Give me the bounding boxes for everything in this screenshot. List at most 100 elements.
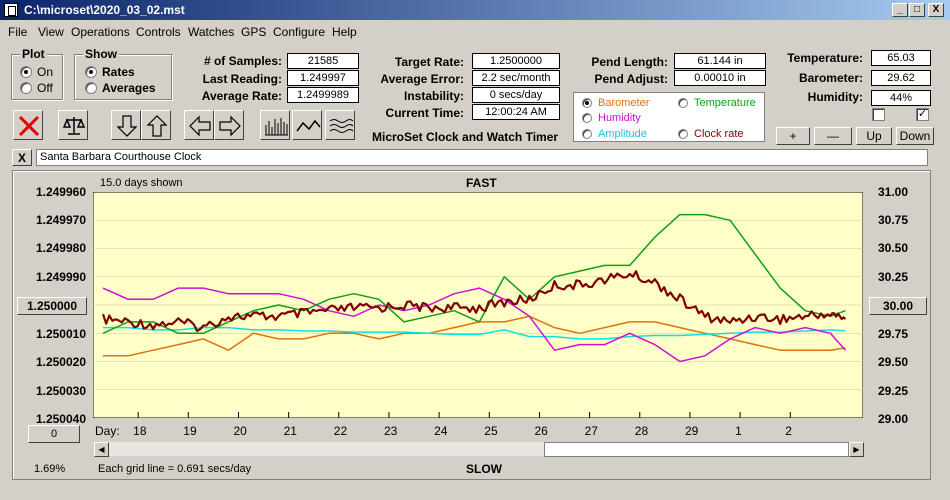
- right-tick: 29.00: [877, 412, 908, 426]
- series-humidity-radio[interactable]: Humidity: [582, 112, 641, 124]
- menu-gps[interactable]: GPS: [241, 25, 267, 39]
- x-tick-label: 19: [183, 424, 197, 438]
- left-tick: 1.250010: [35, 327, 86, 341]
- horizontal-scrollbar[interactable]: ◀ ▶: [93, 441, 865, 457]
- x-tick-label: 24: [434, 424, 448, 438]
- menu-operations[interactable]: Operations: [71, 25, 130, 39]
- menu-watches[interactable]: Watches: [188, 25, 235, 39]
- window-title: C:\microset\2020_03_02.mst: [24, 3, 185, 17]
- clear-button[interactable]: [13, 110, 43, 140]
- app-icon: [4, 3, 18, 17]
- scroll-down-button[interactable]: [111, 110, 141, 140]
- arrow-up-icon: [146, 115, 168, 137]
- pend-adjust-label: Pend Adjust:: [594, 72, 668, 86]
- plot-off-radio[interactable]: Off: [20, 81, 53, 95]
- x-tick-label: 21: [283, 424, 297, 438]
- x-tick-label: 28: [634, 424, 649, 438]
- right-tick: 30.25: [877, 270, 908, 284]
- record-name-field[interactable]: Santa Barbara Courthouse Clock: [36, 149, 928, 166]
- scroll-left-arrow-icon[interactable]: ◀: [94, 442, 109, 457]
- x-tick-label: 2: [785, 424, 792, 438]
- last-reading-label: Last Reading:: [202, 72, 282, 86]
- arrow-down-icon: [116, 115, 138, 137]
- right-tick: 29.25: [877, 384, 908, 398]
- last-reading-field: 1.249997: [287, 70, 359, 86]
- radio-icon: [678, 129, 688, 139]
- radio-icon: [85, 82, 97, 94]
- series-layer: [101, 213, 847, 363]
- scroll-right-arrow-icon[interactable]: ▶: [849, 442, 864, 457]
- menu-view[interactable]: View: [38, 25, 64, 39]
- series-barometer-radio[interactable]: Barometer: [582, 97, 649, 109]
- radio-icon: [20, 82, 32, 94]
- temperature-label: Temperature:: [787, 51, 863, 65]
- current-time-label: Current Time:: [385, 106, 464, 120]
- show-group: Show Rates Averages: [74, 47, 172, 100]
- balance-button[interactable]: [58, 110, 88, 140]
- right-tick: 29.50: [877, 355, 908, 369]
- radio-selected-icon: [85, 66, 97, 78]
- minus-button[interactable]: —: [814, 127, 852, 145]
- down-button[interactable]: Down: [896, 127, 934, 145]
- plus-button[interactable]: +: [776, 127, 810, 145]
- bar-graph-button[interactable]: [260, 110, 290, 140]
- show-averages-radio[interactable]: Averages: [85, 81, 156, 95]
- x-tick-label: 29: [684, 424, 699, 438]
- x-tick-label: 1: [735, 424, 742, 438]
- average-error-field: 2.2 sec/month: [472, 70, 560, 86]
- scrollbar-thumb[interactable]: [544, 442, 849, 457]
- x-tick-label: 18: [133, 424, 147, 438]
- plot-on-radio[interactable]: On: [20, 65, 53, 79]
- radio-selected-icon: [582, 98, 592, 108]
- grid-note: Each grid line = 0.691 secs/day: [98, 463, 252, 475]
- scroll-up-button[interactable]: [141, 110, 171, 140]
- left-tick: 1.250030: [35, 384, 86, 398]
- offset-button[interactable]: 0: [28, 425, 80, 443]
- checkbox-1[interactable]: [872, 108, 885, 121]
- chart-frame: [12, 170, 931, 480]
- scroll-left-button[interactable]: [184, 110, 214, 140]
- maximize-button[interactable]: □: [909, 3, 925, 17]
- checkbox-2[interactable]: ✓: [916, 108, 929, 121]
- line-graph-button[interactable]: [292, 110, 322, 140]
- left-tick: 1.249980: [35, 241, 86, 255]
- close-record-button[interactable]: X: [12, 149, 32, 166]
- menu-help[interactable]: Help: [332, 25, 357, 39]
- target-rate-field[interactable]: 1.2500000: [472, 53, 560, 69]
- up-button[interactable]: Up: [856, 127, 892, 145]
- minimize-button[interactable]: _: [892, 3, 908, 17]
- radio-icon: [678, 98, 688, 108]
- series-line-clock-rate: [101, 270, 847, 333]
- right-tick: 31.00: [877, 185, 908, 199]
- plot-group: Plot On Off: [11, 47, 63, 100]
- samples-field: 21585: [287, 53, 359, 69]
- show-rates-radio[interactable]: Rates: [85, 65, 135, 79]
- close-button[interactable]: X: [928, 3, 944, 17]
- barometer-label: Barometer:: [798, 71, 863, 85]
- humidity-label: Humidity:: [807, 90, 863, 104]
- series-line-humidity: [102, 287, 846, 363]
- red-x-icon: [18, 115, 40, 137]
- center-value-button[interactable]: 1.250000: [17, 297, 87, 315]
- left-tick: 1.249990: [35, 270, 86, 284]
- wave-lines-icon: [329, 119, 354, 133]
- series-clock-rate-radio[interactable]: Clock rate: [678, 128, 744, 140]
- balance-scale-icon: [62, 117, 86, 135]
- smooth-graph-button[interactable]: [325, 110, 355, 140]
- scroll-right-button[interactable]: [214, 110, 244, 140]
- right-center-button[interactable]: 30.00: [869, 297, 927, 315]
- percent-label: 1.69%: [34, 463, 66, 475]
- menu-file[interactable]: File: [8, 25, 28, 39]
- plot-area[interactable]: [93, 192, 863, 418]
- instability-field: 0 secs/day: [472, 87, 560, 103]
- menu-controls[interactable]: Controls: [136, 25, 181, 39]
- title-bar: C:\microset\2020_03_02.mst _ □ X: [0, 0, 950, 20]
- average-error-label: Average Error:: [380, 72, 464, 86]
- series-temperature-radio[interactable]: Temperature: [678, 97, 756, 109]
- series-amplitude-radio[interactable]: Amplitude: [582, 128, 647, 140]
- radio-selected-icon: [20, 66, 32, 78]
- menu-configure[interactable]: Configure: [273, 25, 326, 39]
- show-group-title: Show: [83, 47, 119, 61]
- x-tick-label: 22: [333, 424, 348, 438]
- pend-length-field: 61.144 in: [674, 53, 766, 69]
